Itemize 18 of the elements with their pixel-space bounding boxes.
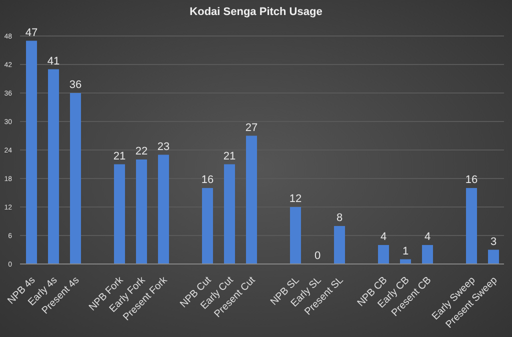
data-label: 8	[336, 212, 343, 224]
data-label: 27	[245, 122, 258, 134]
data-label: 21	[223, 150, 236, 162]
data-label: 47	[25, 26, 38, 39]
data-label: 4	[424, 231, 431, 243]
data-label: 16	[201, 174, 214, 186]
data-label: 23	[157, 140, 170, 153]
data-label: 3	[490, 236, 497, 248]
data-label: 12	[289, 193, 302, 205]
data-label: 21	[113, 150, 126, 162]
data-label: 36	[69, 79, 82, 91]
data-label: 16	[465, 174, 478, 186]
data-label: 41	[47, 55, 60, 68]
data-label: 22	[135, 146, 148, 158]
data-label: 0	[314, 250, 321, 262]
chart-title: Kodai Senga Pitch Usage	[188, 5, 324, 18]
data-label: 1	[402, 245, 409, 258]
data-label: 4	[380, 231, 387, 243]
